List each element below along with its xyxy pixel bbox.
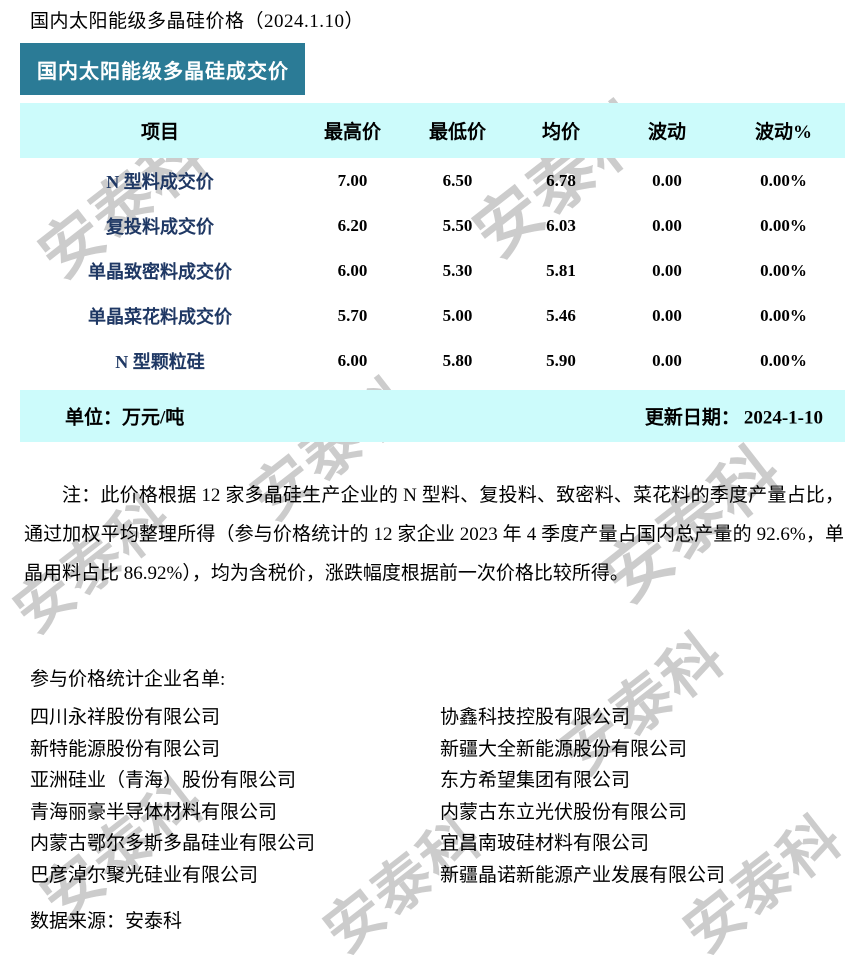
cell-avg: 6.03 (546, 215, 576, 235)
list-item: 东方希望集团有限公司 (440, 770, 631, 791)
cell-high: 6.20 (337, 215, 368, 235)
cell-change: 0.00 (652, 215, 682, 235)
cell-low: 5.50 (442, 215, 473, 235)
cell-low: 5.00 (442, 305, 473, 325)
cell-high: 6.00 (337, 350, 368, 370)
cell-low: 5.80 (442, 350, 473, 370)
cell-change-pct: 0.00% (760, 215, 807, 235)
list-item: 新疆晶诺新能源产业发展有限公司 (440, 864, 726, 886)
list-item: 内蒙古鄂尔多斯多晶硅业有限公司 (30, 833, 316, 854)
column-header-avg: 均价 (541, 122, 580, 143)
cell-avg: 5.81 (546, 260, 576, 280)
table-row: N 型颗粒硅 6.00 5.80 5.90 0.00 0.00% (20, 338, 845, 383)
update-date-label: 更新日期： (644, 407, 740, 429)
list-item: 新特能源股份有限公司 (30, 738, 221, 760)
cell-change-pct: 0.00% (760, 350, 807, 370)
list-item: 内蒙古东立光伏股份有限公司 (440, 801, 688, 823)
cell-high: 7.00 (337, 170, 368, 190)
cell-change: 0.00 (652, 350, 682, 370)
column-header-change-pct: 波动% (754, 122, 812, 143)
cell-change: 0.00 (652, 305, 682, 325)
company-list-right: 协鑫科技控股有限公司 新疆大全新能源股份有限公司 东方希望集团有限公司 内蒙古东… (440, 702, 850, 891)
cell-avg: 6.78 (546, 170, 576, 190)
update-date-value: 2024-1-10 (743, 407, 823, 429)
participants-heading: 参与价格统计企业名单: (30, 669, 226, 690)
update-date-group: 更新日期： 2024-1-10 (645, 403, 823, 430)
company-list-left: 四川永祥股份有限公司 新特能源股份有限公司 亚洲硅业（青海）股份有限公司 青海丽… (30, 702, 430, 891)
table-row: 复投料成交价 6.20 5.50 6.03 0.00 0.00% (20, 203, 845, 248)
row-label: N 型料成交价 (106, 171, 214, 192)
list-item: 协鑫科技控股有限公司 (440, 707, 631, 728)
list-item: 亚洲硅业（青海）股份有限公司 (30, 770, 297, 791)
cell-low: 6.50 (442, 170, 473, 190)
price-table: 项目 最高价 最低价 均价 波动 波动% N 型料成交价 7.00 6.50 6… (20, 103, 845, 383)
table-row: 单晶致密料成交价 6.00 5.30 5.81 0.00 0.00% (20, 248, 845, 293)
row-label: 单晶菜花料成交价 (88, 306, 232, 327)
row-label: 单晶致密料成交价 (88, 261, 232, 282)
unit-label: 单位：万元/吨 (65, 407, 185, 429)
list-item: 巴彦淖尔聚光硅业有限公司 (30, 864, 259, 886)
cell-change-pct: 0.00% (760, 260, 807, 280)
table-row: 单晶菜花料成交价 5.70 5.00 5.46 0.00 0.00% (20, 293, 845, 338)
list-item: 青海丽豪半导体材料有限公司 (30, 801, 278, 823)
table-footer-row: 单位：万元/吨 更新日期： 2024-1-10 (20, 390, 845, 442)
cell-avg: 5.90 (546, 350, 576, 370)
table-row: N 型料成交价 7.00 6.50 6.78 0.00 0.00% (20, 158, 845, 203)
cell-high: 6.00 (337, 260, 368, 280)
column-header-low: 最低价 (428, 122, 486, 143)
row-label: N 型颗粒硅 (115, 351, 205, 372)
data-source-label: 数据来源：安泰科 (30, 911, 183, 932)
table-header-row: 项目 最高价 最低价 均价 波动 波动% (20, 103, 845, 158)
cell-change-pct: 0.00% (760, 170, 807, 190)
cell-avg: 5.46 (546, 305, 576, 325)
column-header-change: 波动 (647, 122, 686, 143)
column-header-item: 项目 (140, 122, 179, 143)
cell-change-pct: 0.00% (760, 305, 807, 325)
list-item: 新疆大全新能源股份有限公司 (440, 738, 688, 760)
column-header-high: 最高价 (323, 122, 381, 143)
cell-high: 5.70 (337, 305, 368, 325)
table-banner-title: 国内太阳能级多晶硅成交价 (20, 43, 305, 95)
list-item: 四川永祥股份有限公司 (30, 707, 221, 728)
cell-change: 0.00 (652, 170, 682, 190)
cell-change: 0.00 (652, 260, 682, 280)
page-title: 国内太阳能级多晶硅价格（2024.1.10） (30, 11, 365, 32)
list-item: 宜昌南玻硅材料有限公司 (440, 833, 650, 854)
note-paragraph: 注：此价格根据 12 家多晶硅生产企业的 N 型料、复投料、致密料、菜花料的季度… (24, 485, 844, 584)
row-label: 复投料成交价 (106, 216, 214, 237)
cell-low: 5.30 (442, 260, 473, 280)
